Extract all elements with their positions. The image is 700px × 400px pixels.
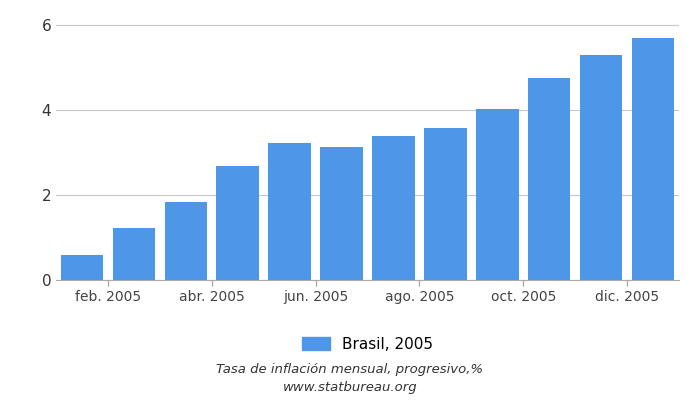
- Bar: [321, 147, 363, 280]
- Bar: [113, 228, 155, 280]
- Bar: [476, 110, 519, 280]
- Bar: [528, 78, 570, 280]
- Bar: [372, 136, 414, 280]
- Text: www.statbureau.org: www.statbureau.org: [283, 382, 417, 394]
- Bar: [632, 38, 674, 280]
- Bar: [216, 166, 259, 280]
- Bar: [580, 54, 622, 280]
- Bar: [268, 144, 311, 280]
- Bar: [164, 202, 207, 280]
- Bar: [61, 255, 103, 280]
- Text: Tasa de inflación mensual, progresivo,%: Tasa de inflación mensual, progresivo,%: [216, 364, 484, 376]
- Bar: [424, 128, 467, 280]
- Legend: Brasil, 2005: Brasil, 2005: [296, 330, 439, 358]
